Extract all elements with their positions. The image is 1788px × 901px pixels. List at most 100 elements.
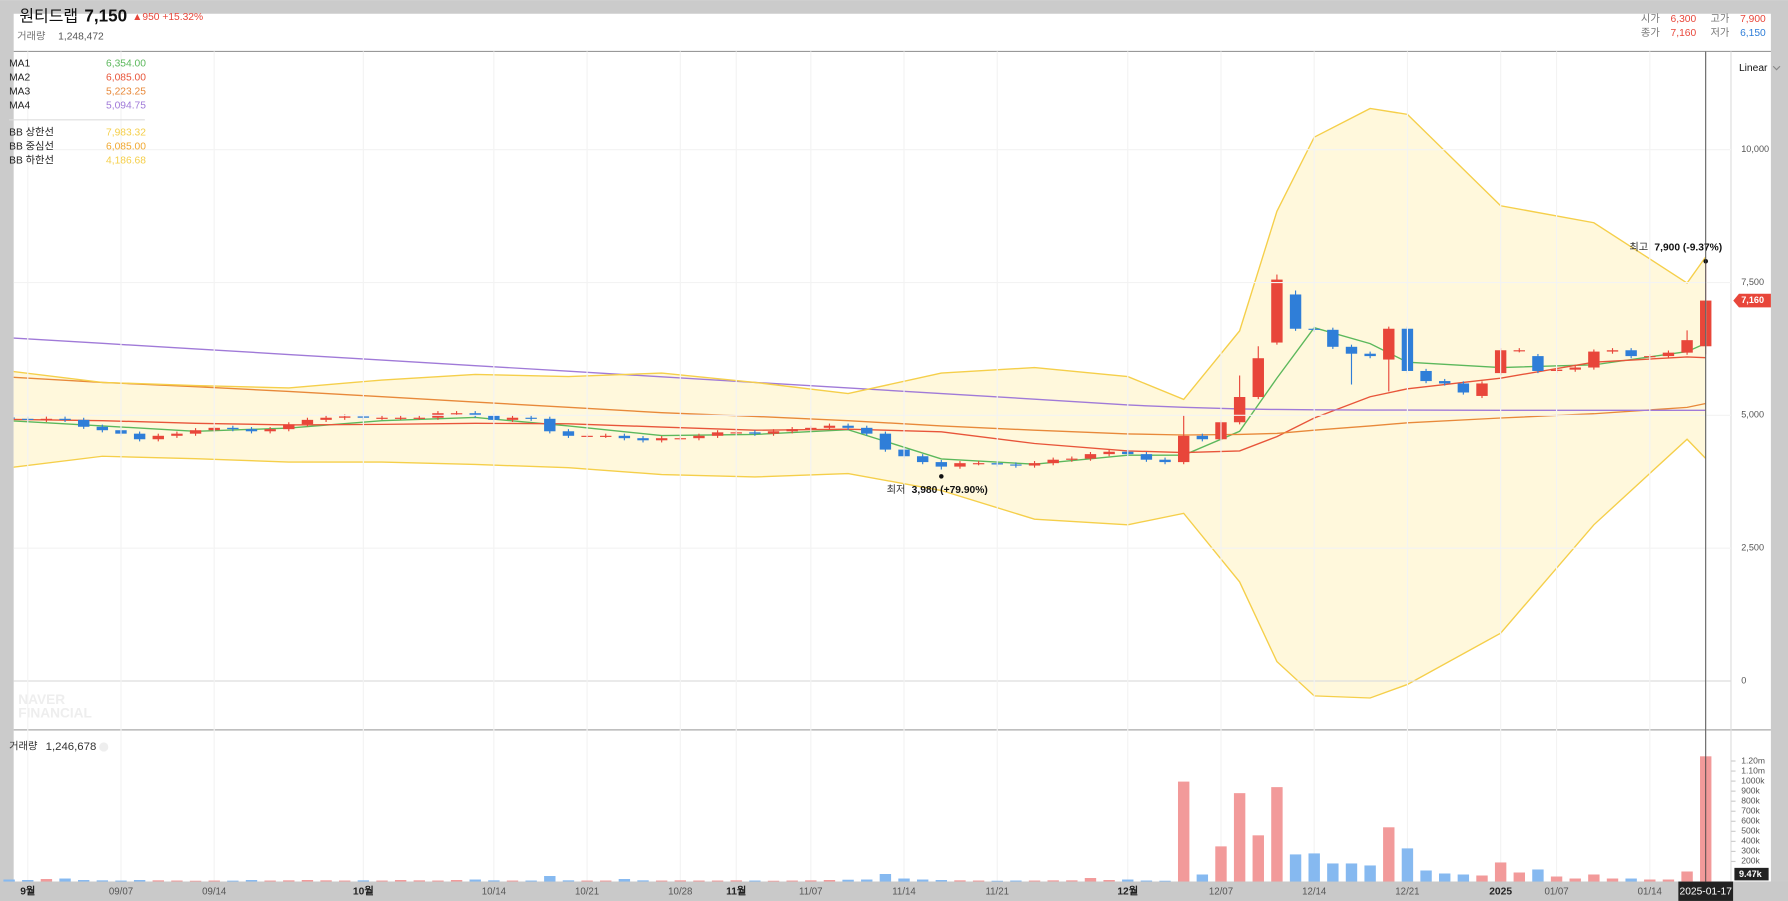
volume-bar xyxy=(506,880,519,882)
volume-bar xyxy=(1103,880,1115,882)
volume-bar xyxy=(786,880,798,882)
volume-bar xyxy=(525,880,537,882)
price-change: ▲950 +15.32% xyxy=(132,12,203,23)
candle-body xyxy=(879,433,892,450)
candle-body xyxy=(1066,458,1078,460)
x-tick-label: 12월 xyxy=(1117,885,1138,898)
candle-body xyxy=(954,463,966,467)
legend-name: MA4 xyxy=(9,101,30,112)
volume-bar xyxy=(1439,873,1451,882)
legend-value: 6,354.00 xyxy=(106,59,146,70)
candle-body xyxy=(1159,459,1171,463)
volume-bar xyxy=(1159,880,1171,882)
x-tick-label: 2025-01-17 xyxy=(1680,887,1733,898)
low-text: 3,980 (+79.90%) xyxy=(912,485,988,496)
candle-body xyxy=(1233,397,1246,423)
volume-bar xyxy=(1196,874,1209,882)
candle-body xyxy=(264,429,276,432)
volume-bar xyxy=(40,879,53,882)
volume-bar xyxy=(1532,869,1544,882)
layer: 원티드랩 7,150 ▲950 +15.32% 거래량 1,248,472 시가 6,300… xyxy=(0,7,1788,901)
candle-body xyxy=(1047,459,1059,464)
volume-bar xyxy=(1122,879,1134,882)
x-tick-label: 11/07 xyxy=(799,886,823,897)
candle-body xyxy=(1177,435,1190,463)
legend-name: BB 중심선 xyxy=(9,140,54,152)
candle-body xyxy=(972,463,985,465)
volume-bar xyxy=(1028,880,1041,882)
volume-bar xyxy=(1681,871,1693,882)
volume-bar xyxy=(376,880,388,882)
volume-bar xyxy=(1457,874,1470,882)
high-text: 7,900 (-9.37%) xyxy=(1654,242,1722,253)
ohlc-value: 6,150 xyxy=(1740,28,1766,39)
volume-bar xyxy=(77,880,90,882)
volume-bar xyxy=(916,879,929,882)
candle-body xyxy=(544,418,556,432)
crosshair-label-box xyxy=(1678,881,1734,901)
volume-bar xyxy=(1476,875,1488,882)
legend-value: 6,085.00 xyxy=(106,141,146,152)
volume-bar xyxy=(301,880,314,882)
x-tick-label: 2025 xyxy=(1489,887,1512,898)
candle-body xyxy=(1532,356,1544,371)
candle-body xyxy=(1196,435,1209,440)
stock-price: 7,150 xyxy=(84,7,127,26)
volume-bar xyxy=(115,880,127,882)
volume-bar xyxy=(749,880,761,882)
candle-body xyxy=(320,417,332,420)
indicator-line xyxy=(13,107,1707,401)
x-tick-label: 09/14 xyxy=(202,886,227,897)
volume-bar xyxy=(618,879,631,882)
x-tick-label: 12/14 xyxy=(1302,886,1327,897)
volume-bar xyxy=(842,879,854,882)
indicator-line xyxy=(13,356,1706,454)
volume-bar xyxy=(1662,879,1675,882)
volume-bar xyxy=(469,879,481,882)
candle-body xyxy=(525,417,537,419)
volume-bar xyxy=(693,880,705,882)
legend-value: 4,186.68 xyxy=(106,155,146,166)
candle-body xyxy=(935,462,948,467)
volume-tick-label: 800k xyxy=(1741,795,1760,805)
candle-body xyxy=(413,417,425,419)
low-marker xyxy=(939,474,944,479)
candle-body xyxy=(1662,352,1675,357)
volume-bar xyxy=(133,880,146,882)
volume-bar xyxy=(227,880,239,882)
candle-body xyxy=(59,418,71,420)
x-tick-label: 10월 xyxy=(353,885,374,898)
volume-bar xyxy=(1010,880,1022,882)
watermark: NAVER xyxy=(18,692,65,707)
y-tick-label: 10,000 xyxy=(1741,144,1769,154)
ohlc-value: 7,160 xyxy=(1671,28,1697,39)
x-tick-label: 11/21 xyxy=(985,886,1009,897)
volume-bar xyxy=(823,880,836,882)
volume-bar xyxy=(805,880,817,882)
legend-name: BB 상한선 xyxy=(9,126,54,138)
volume-bar xyxy=(357,880,370,882)
candle-body xyxy=(1140,454,1153,460)
ohlc-label: 저가 xyxy=(1710,27,1729,39)
volume-bar xyxy=(1625,878,1637,882)
volume-bar xyxy=(861,879,873,882)
candle-body xyxy=(283,424,295,430)
volume-bar xyxy=(562,880,575,882)
volume-tick-label: 1000k xyxy=(1741,775,1765,785)
x-tick-label: 9월 xyxy=(20,885,35,898)
candle-body xyxy=(637,438,649,441)
ohlc-label: 고가 xyxy=(1710,13,1729,25)
volume-bar xyxy=(339,880,351,882)
volume-bar xyxy=(208,880,220,882)
x-tick-label: 10/14 xyxy=(482,886,507,897)
stock-name: 원티드랩 xyxy=(19,7,78,25)
candle-body xyxy=(1513,350,1525,352)
candle-body xyxy=(40,418,53,420)
candle-body xyxy=(916,456,929,463)
volume-bar xyxy=(22,880,34,882)
volume-bar xyxy=(245,880,258,882)
volume-bar xyxy=(1588,874,1600,882)
volume-bar xyxy=(1047,880,1059,882)
ohlc-label: 종가 xyxy=(1641,27,1660,39)
